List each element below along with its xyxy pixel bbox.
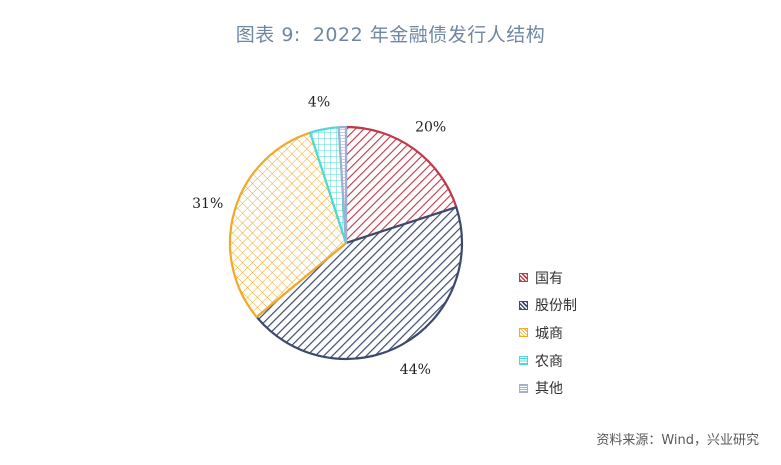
legend-swatch [519,383,528,393]
legend-label: 股份制 [535,298,577,315]
legend-swatch [519,356,528,366]
pie-slice-股份制 [255,206,464,361]
legend: 国有股份制城商农商其他 [519,264,577,402]
figure-title: 2022 年金融债发行人结构 [312,24,546,46]
data-label-股份制: 44% [400,362,431,378]
chart-title: 图表 9: 2022 年金融债发行人结构 [0,20,781,47]
data-label-城商: 31% [192,196,223,212]
legend-swatch [519,273,528,283]
pie-slice-其他 [337,125,348,245]
legend-label: 国有 [535,270,563,287]
legend-label: 城商 [535,325,563,342]
pie-slice-国有 [344,125,458,245]
data-label-农商: 4% [308,95,330,111]
legend-swatch [519,328,528,338]
legend-item-农商: 农商 [519,347,577,375]
legend-item-国有: 国有 [519,264,577,292]
legend-item-城商: 城商 [519,319,577,347]
legend-item-其他: 其他 [519,374,577,402]
legend-label: 其他 [535,381,563,398]
data-label-国有: 20% [415,120,446,136]
figure-label: 图表 9: [235,24,301,46]
legend-swatch [519,300,528,310]
legend-item-股份制: 股份制 [519,292,577,320]
legend-label: 农商 [535,353,563,370]
source-note: 资料来源：Wind，兴业研究 [596,433,759,448]
pie-slice-城商 [228,131,348,319]
